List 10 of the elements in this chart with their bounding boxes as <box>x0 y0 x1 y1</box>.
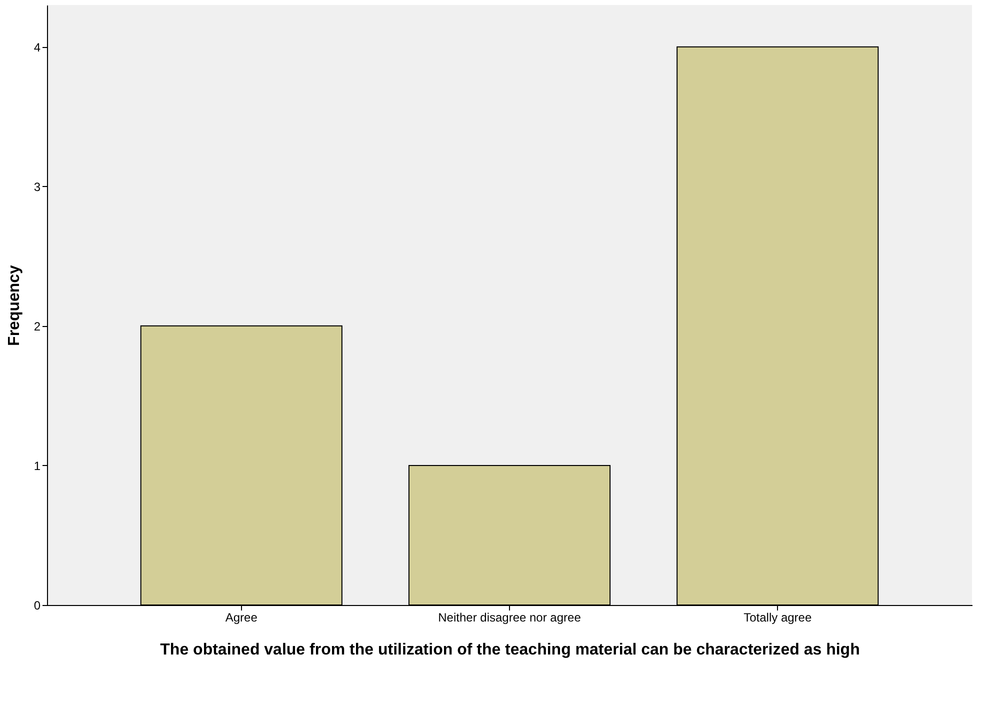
y-tick-label: 2 <box>34 319 41 334</box>
y-tick-label: 4 <box>34 40 41 54</box>
x-tick-label: Neither disagree nor agree <box>438 610 582 624</box>
x-tick-label: Agree <box>225 610 258 624</box>
y-tick-label: 3 <box>34 180 41 194</box>
y-axis-title: Frequency <box>6 264 23 346</box>
x-axis-title: The obtained value from the utilization of the teaching material can be characterized as high <box>160 642 860 658</box>
y-tick-label: 0 <box>34 598 41 612</box>
x-tick-label: Totally agree <box>744 610 812 624</box>
y-tick-label: 1 <box>34 458 41 473</box>
